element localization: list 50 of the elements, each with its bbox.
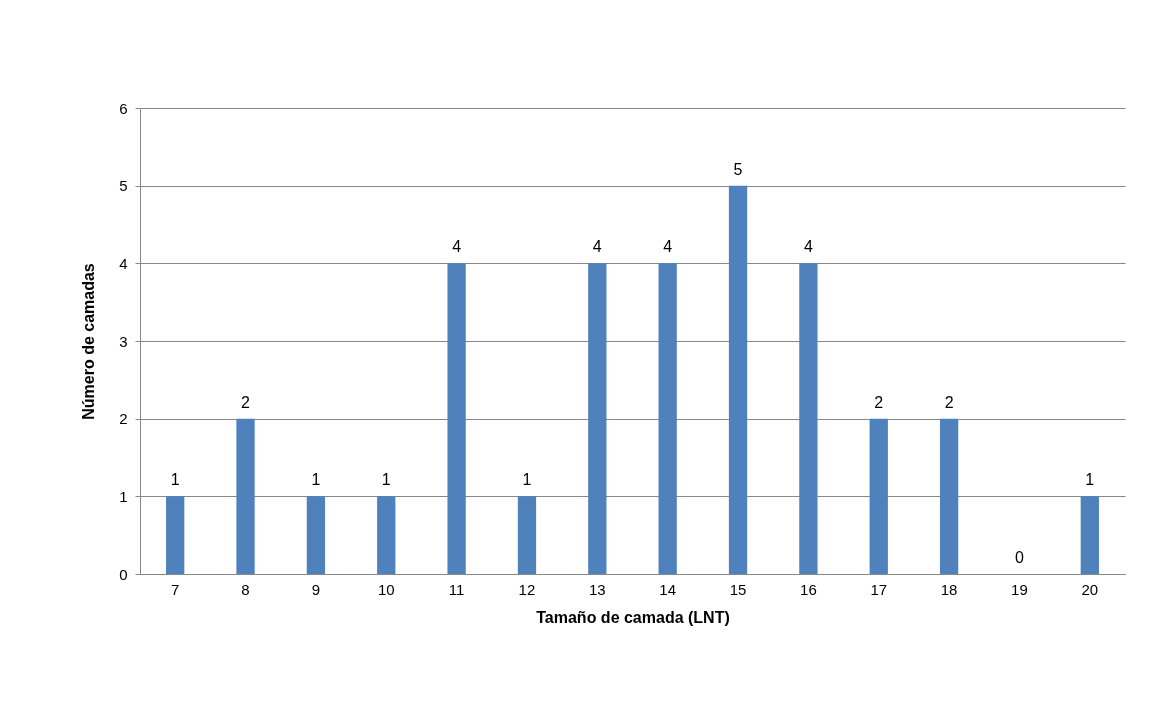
bar	[517, 496, 537, 574]
x-tick-label: 14	[659, 580, 677, 598]
y-tick-label: 3	[119, 332, 128, 350]
x-tick-label: 9	[311, 580, 321, 598]
bar	[869, 418, 888, 574]
x-tick-label: 8	[241, 580, 250, 598]
y-tick-label: 1	[119, 487, 128, 505]
bar	[1080, 496, 1099, 574]
data-label: 2	[241, 393, 251, 411]
bar	[658, 263, 677, 574]
bar	[939, 418, 959, 574]
x-tick-label: 7	[171, 580, 180, 598]
x-tick-label: 12	[518, 580, 536, 598]
data-label: 2	[944, 393, 954, 411]
x-tick-label: 15	[729, 580, 747, 598]
data-label: 0	[1015, 549, 1025, 566]
x-tick-label: 11	[448, 580, 465, 598]
y-tick-label: 5	[119, 177, 128, 195]
data-label: 5	[733, 160, 743, 178]
x-tick-label: 20	[1081, 580, 1099, 598]
bar	[166, 496, 185, 574]
y-tick-label: 2	[119, 410, 128, 428]
x-tick-label: 19	[1011, 580, 1028, 598]
x-tick-label: 18	[940, 580, 958, 598]
data-label: 4	[803, 238, 813, 256]
y-axis-title: Número de camadas	[80, 263, 98, 420]
data-label: 4	[592, 238, 602, 256]
x-tick-label: 13	[588, 580, 606, 598]
data-label: 4	[452, 238, 462, 256]
bar	[306, 496, 326, 574]
bar	[799, 263, 818, 574]
x-tick-label: 17	[870, 580, 888, 598]
data-label: 1	[522, 471, 532, 489]
y-tick-label: 4	[119, 254, 128, 272]
y-tick-label: 0	[119, 565, 128, 583]
x-axis-title: Tamaño de camada (LNT)	[536, 608, 730, 626]
data-label: 2	[874, 393, 884, 411]
data-label: 1	[381, 471, 391, 489]
x-tick-label: 16	[800, 580, 817, 598]
data-label: 1	[1085, 471, 1095, 489]
data-label: 1	[170, 471, 180, 489]
y-tick-label: 6	[119, 99, 128, 117]
bar	[377, 496, 396, 574]
bar	[447, 263, 466, 574]
x-tick-label: 10	[377, 580, 395, 598]
data-label: 4	[663, 238, 673, 256]
data-label: 1	[311, 471, 321, 489]
bar	[728, 185, 748, 574]
bar	[588, 263, 607, 574]
bar	[236, 418, 255, 574]
